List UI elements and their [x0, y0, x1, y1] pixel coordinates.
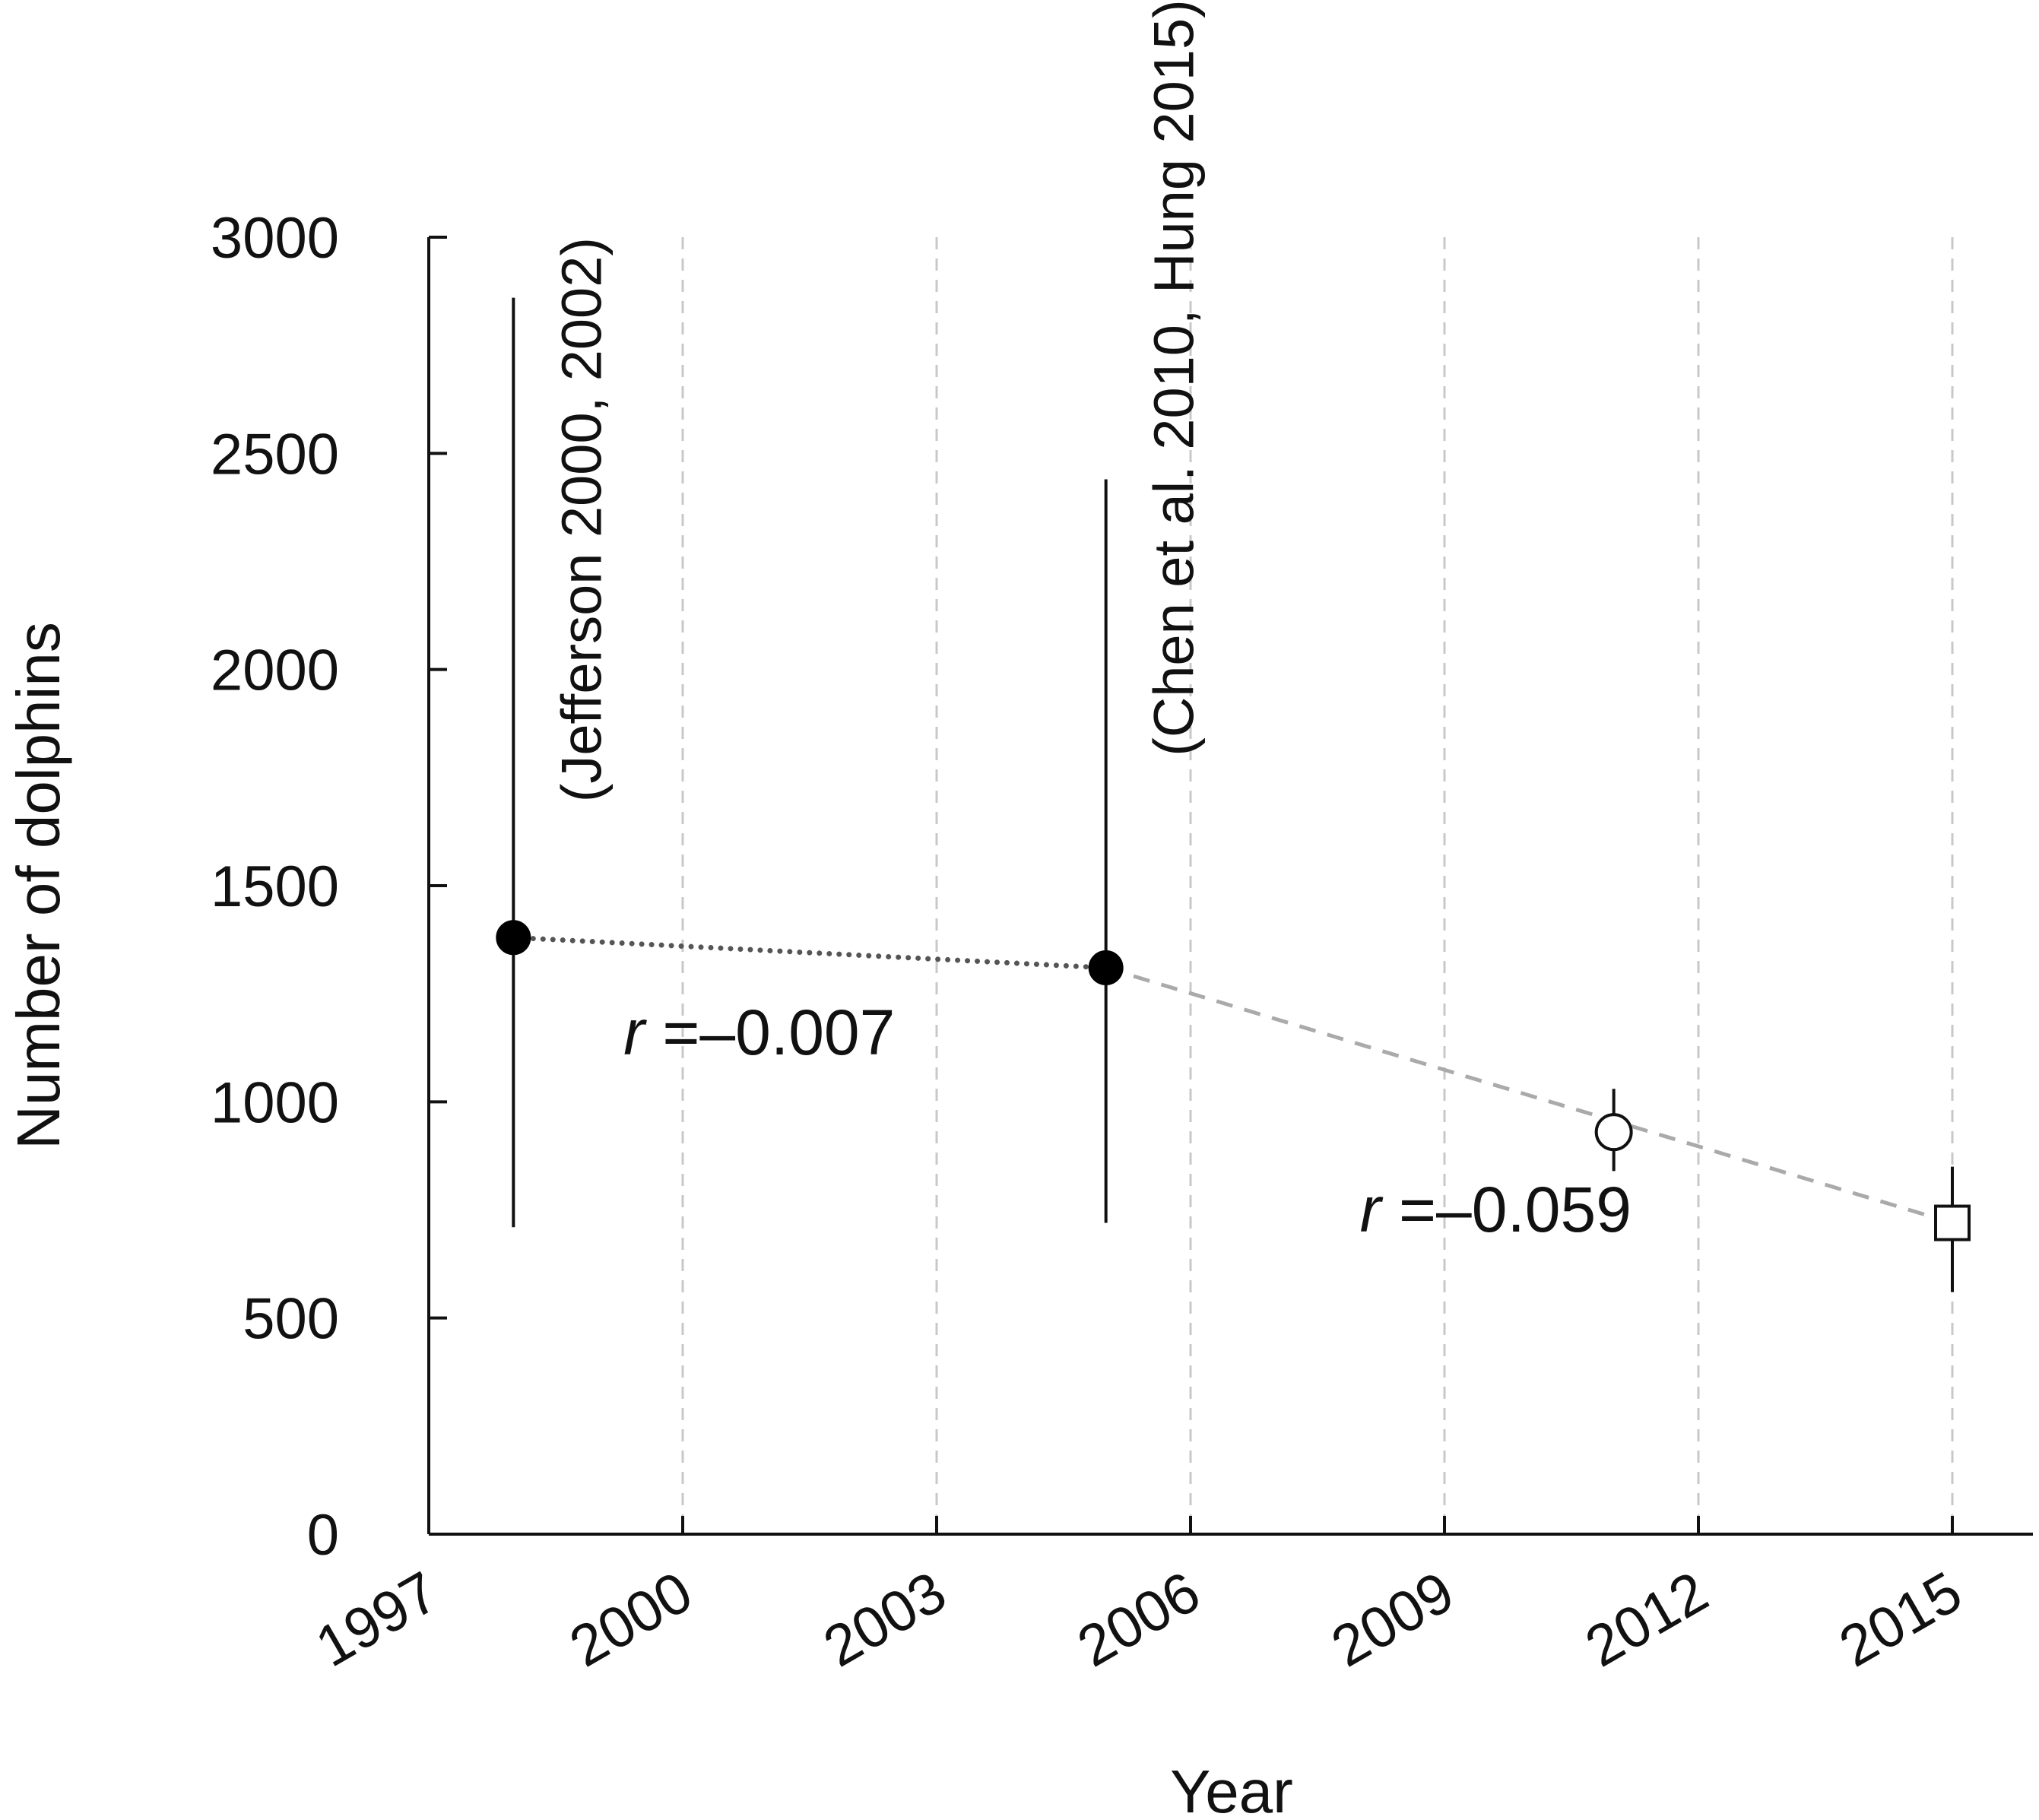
y-tick-label: 2000 [211, 639, 339, 703]
data-point-filled [1088, 950, 1124, 986]
x-tick-label: 1997 [306, 1559, 449, 1679]
data-point-filled [496, 920, 531, 956]
axes [427, 237, 2033, 1536]
tick-labels: 1997 2000 2003 2006 2009 2012 2015 0 500 1000 1500… [211, 206, 1973, 1679]
y-tick-label: 500 [243, 1287, 339, 1352]
x-tick-label: 2015 [1829, 1559, 1973, 1679]
annotations: (Jefferson 2000, 2002) (Chen et al. 2010,… [550, 0, 1205, 802]
correlation-label: r =–0.007 [623, 997, 895, 1068]
y-tick-label: 3000 [211, 206, 339, 271]
x-axis-title: Year [1170, 1758, 1293, 1820]
x-tick-label: 2003 [813, 1559, 957, 1679]
data-points [496, 920, 1971, 1241]
x-tick-label: 2000 [560, 1559, 703, 1679]
ticks [429, 236, 1954, 1536]
trend-line-dotted [510, 934, 1109, 971]
correlation-label: r =–0.059 [1360, 1174, 1632, 1245]
y-tick-label: 2500 [211, 422, 339, 487]
x-tick-label: 2009 [1321, 1559, 1465, 1679]
trend-line-dashed [1105, 965, 1953, 1225]
data-point-open-square [1934, 1204, 1971, 1241]
correlation-labels: r =–0.007 r =–0.059 [623, 997, 1632, 1245]
x-tick-label: 2006 [1067, 1559, 1211, 1679]
citation-annotation: (Jefferson 2000, 2002) [550, 237, 613, 802]
y-axis-title: Number of dolphins [5, 622, 72, 1149]
data-point-open-circle [1594, 1113, 1633, 1152]
y-tick-label: 1500 [211, 855, 339, 919]
citation-annotation: (Chen et al. 2010, Hung 2015) [1143, 0, 1206, 756]
x-tick-label: 2012 [1575, 1559, 1719, 1679]
trend-lines [510, 934, 1953, 1225]
y-tick-label: 0 [307, 1503, 339, 1568]
y-tick-label: 1000 [211, 1070, 339, 1135]
grid-lines [681, 237, 1954, 1534]
error-bars [512, 297, 1954, 1292]
